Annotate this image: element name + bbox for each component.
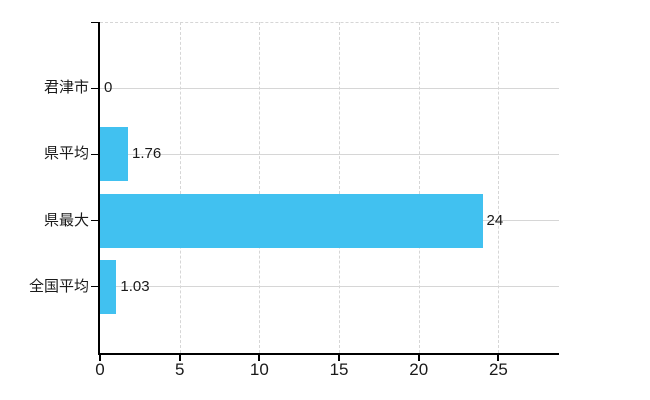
x-tick-label: 20 [409, 360, 429, 379]
category-label: 君津市 [43, 79, 89, 97]
bar-value-label: 1.03 [120, 277, 150, 295]
x-axis-tick [338, 355, 341, 361]
bar-value-label: 24 [486, 211, 504, 229]
gridline-horizontal [100, 87, 559, 89]
x-axis-tick [178, 355, 181, 361]
bar [100, 127, 129, 182]
bar [100, 259, 117, 314]
bar [100, 193, 483, 248]
category-label: 全国平均 [28, 277, 89, 295]
gridline-vertical [418, 22, 420, 353]
x-axis-tick [417, 355, 420, 361]
gridline-horizontal [100, 153, 559, 155]
gridline-vertical [498, 22, 500, 353]
x-tick-label: 25 [488, 360, 508, 379]
gridline-horizontal [100, 286, 559, 288]
y-axis-tick [91, 22, 98, 23]
x-tick-label: 10 [249, 360, 269, 379]
category-label: 県平均 [43, 145, 89, 163]
x-tick-label: 5 [174, 360, 185, 379]
x-tick-label: 0 [95, 360, 105, 379]
x-axis-line [98, 353, 559, 355]
bar-value-label: 0 [104, 79, 113, 97]
gridline-vertical [259, 22, 261, 353]
y-axis-tick [91, 286, 98, 288]
x-axis-tick [99, 355, 101, 361]
x-axis-tick [258, 355, 261, 361]
gridline-vertical [339, 22, 341, 353]
bar-value-label: 1.76 [132, 145, 162, 163]
y-axis-line [98, 22, 100, 355]
x-tick-label: 15 [329, 360, 349, 379]
y-axis-tick [91, 220, 98, 222]
y-axis-tick [91, 153, 98, 155]
category-label: 県最大 [43, 211, 89, 229]
gridline-vertical [179, 22, 181, 353]
y-axis-tick [91, 87, 98, 89]
x-axis-tick [497, 355, 500, 361]
plot-area: 0 1.76 24 1.03 [91, 22, 559, 361]
plot-top-border [100, 22, 559, 23]
